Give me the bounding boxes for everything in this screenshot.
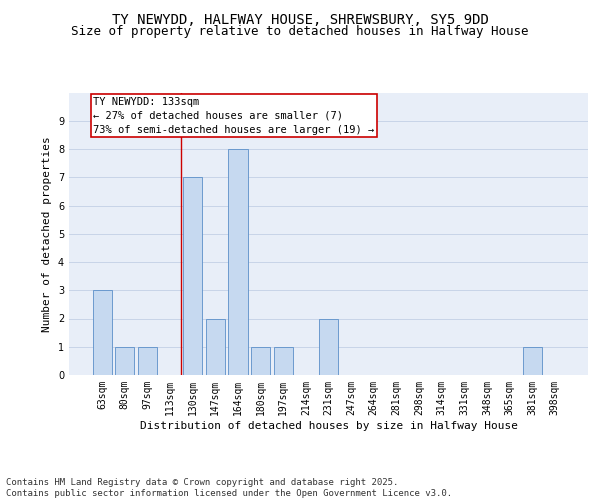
Text: Contains HM Land Registry data © Crown copyright and database right 2025.
Contai: Contains HM Land Registry data © Crown c… [6, 478, 452, 498]
Bar [274, 347, 293, 375]
Bar [183, 178, 202, 375]
X-axis label: Distribution of detached houses by size in Halfway House: Distribution of detached houses by size … [139, 420, 517, 430]
Bar [115, 347, 134, 375]
Text: TY NEWYDD, HALFWAY HOUSE, SHREWSBURY, SY5 9DD: TY NEWYDD, HALFWAY HOUSE, SHREWSBURY, SY… [112, 12, 488, 26]
Bar [229, 149, 248, 375]
Bar [92, 290, 112, 375]
Bar [138, 347, 157, 375]
Y-axis label: Number of detached properties: Number of detached properties [43, 136, 52, 332]
Text: Size of property relative to detached houses in Halfway House: Size of property relative to detached ho… [71, 25, 529, 38]
Bar [523, 347, 542, 375]
Text: TY NEWYDD: 133sqm
← 27% of detached houses are smaller (7)
73% of semi-detached : TY NEWYDD: 133sqm ← 27% of detached hous… [93, 96, 374, 134]
Bar [251, 347, 270, 375]
Bar [206, 318, 225, 375]
Bar [319, 318, 338, 375]
